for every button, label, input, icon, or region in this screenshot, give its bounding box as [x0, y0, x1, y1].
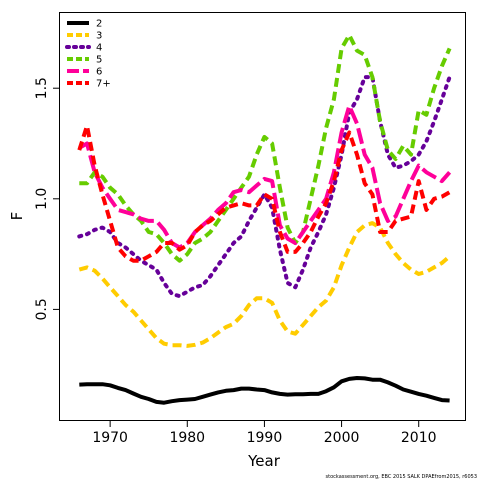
x-tick-label: 2000: [324, 430, 360, 446]
series-line-7+: [77, 123, 451, 263]
series-line-4: [77, 75, 452, 299]
series-line-2: [79, 376, 450, 405]
series-layer: [77, 33, 452, 405]
x-axis: 1970 1980 1990 2000 2010: [92, 420, 437, 446]
legend-label-5: 5: [96, 55, 102, 66]
x-tick-label: 1970: [92, 430, 128, 446]
legend-label-6: 6: [96, 67, 102, 78]
plot-frame: [59, 12, 466, 421]
y-tick-label: 1.5: [34, 77, 50, 99]
series-line-3: [78, 221, 451, 348]
y-axis-title: F: [8, 212, 26, 221]
legend-label-4: 4: [96, 43, 102, 54]
y-tick-label: 1.0: [34, 188, 50, 210]
y-axis: 0.5 1.0 1.5: [34, 77, 60, 321]
legend-label-2: 2: [96, 19, 102, 30]
legend-label-7+: 7+: [96, 79, 111, 90]
x-tick-label: 1980: [169, 430, 205, 446]
series-line-6: [78, 103, 452, 250]
x-tick-label: 2010: [401, 430, 437, 446]
series-line-5: [79, 33, 452, 263]
x-tick-label: 1990: [247, 430, 283, 446]
footer-note: stockassessment.org, EBC 2015 SALK DPAEf…: [326, 474, 477, 480]
legend-label-3: 3: [96, 31, 102, 42]
x-axis-title: Year: [247, 452, 281, 470]
y-tick-label: 0.5: [34, 298, 50, 320]
